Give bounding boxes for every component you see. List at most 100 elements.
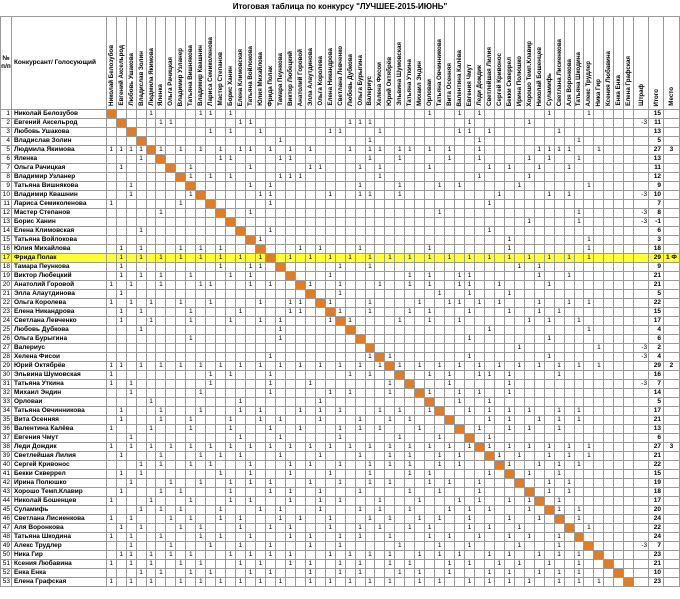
vote-cell	[603, 271, 615, 281]
vote-cell	[374, 469, 386, 479]
vote-cell	[205, 451, 217, 461]
column-header-voter: Елена Климовская	[235, 16, 247, 110]
self-cell	[264, 253, 276, 263]
vote-cell	[593, 523, 605, 533]
vote-cell: 1	[105, 145, 117, 155]
vote-cell	[434, 325, 446, 335]
vote-cell	[493, 442, 505, 452]
vote-cell: 1	[483, 397, 495, 407]
place-cell	[662, 523, 680, 533]
vote-cell	[493, 388, 505, 398]
vote-cell: 1	[155, 451, 167, 461]
vote-cell	[444, 118, 456, 128]
self-cell	[145, 145, 157, 155]
vote-cell	[115, 496, 127, 506]
self-cell	[414, 388, 426, 398]
vote-cell	[175, 478, 187, 488]
vote-cell	[195, 163, 207, 173]
place-cell	[662, 496, 680, 506]
contestant-name: Татьяна Уткина	[10, 379, 107, 389]
vote-cell	[583, 352, 595, 362]
vote-cell	[543, 388, 555, 398]
self-cell	[394, 370, 406, 380]
vote-cell	[623, 514, 635, 524]
vote-cell: 1	[264, 199, 276, 209]
vote-cell	[493, 163, 505, 173]
vote-cell	[294, 370, 306, 380]
vote-cell: 1	[374, 172, 386, 182]
vote-cell	[483, 145, 495, 155]
vote-cell	[274, 478, 286, 488]
vote-cell	[165, 154, 177, 164]
vote-cell: 1	[344, 253, 356, 263]
vote-cell	[135, 559, 147, 569]
vote-cell	[394, 415, 406, 425]
vote-cell	[613, 397, 625, 407]
vote-cell	[324, 172, 336, 182]
vote-cell	[125, 487, 137, 497]
vote-cell	[623, 361, 635, 371]
vote-cell: 1	[115, 307, 127, 317]
table-row: 12 Мастер Степанов 1 1 1 1 -3 8	[0, 208, 680, 218]
vote-cell	[404, 433, 416, 443]
vote-cell	[145, 388, 157, 398]
vote-cell	[533, 523, 545, 533]
vote-cell: 1	[304, 577, 316, 587]
vote-cell	[374, 316, 386, 326]
vote-cell: 1	[464, 514, 475, 524]
vote-cell	[105, 118, 117, 128]
vote-cell	[165, 487, 177, 497]
vote-cell	[215, 109, 227, 119]
vote-cell	[255, 424, 266, 434]
vote-cell	[493, 262, 505, 272]
vote-cell	[593, 487, 605, 497]
vote-cell	[404, 235, 416, 245]
column-header-voter: Тамара Пеункова	[274, 16, 286, 110]
vote-cell	[334, 298, 346, 308]
vote-cell: 1	[464, 559, 475, 569]
vote-cell	[145, 433, 157, 443]
vote-cell	[344, 181, 356, 191]
vote-cell	[414, 307, 426, 317]
row-number: 42	[0, 478, 12, 488]
vote-cell: 1	[205, 568, 217, 578]
vote-cell	[454, 433, 466, 443]
total-cell: 27	[648, 145, 664, 155]
column-header-voter: Фрида Полак	[264, 16, 276, 110]
vote-cell	[473, 118, 485, 128]
self-cell	[294, 280, 306, 290]
vote-cell	[533, 478, 545, 488]
column-header-voter: Ирина Полюшко	[513, 16, 525, 110]
vote-cell	[264, 235, 276, 245]
vote-cell	[374, 208, 386, 218]
vote-cell: 1	[215, 469, 227, 479]
total-cell: 22	[648, 298, 664, 308]
vote-cell: 1	[573, 514, 585, 524]
vote-cell	[533, 370, 545, 380]
vote-cell	[533, 379, 545, 389]
vote-cell	[175, 118, 187, 128]
vote-cell: 1	[444, 532, 456, 542]
place-cell	[662, 505, 680, 515]
vote-cell	[384, 496, 396, 506]
vote-cell	[573, 199, 585, 209]
penalty-cell	[633, 109, 650, 119]
vote-cell	[185, 298, 197, 308]
vote-cell: 1	[344, 388, 356, 398]
vote-cell: 1	[573, 154, 585, 164]
vote-cell	[155, 334, 167, 344]
vote-cell	[603, 127, 615, 137]
vote-cell	[404, 127, 416, 137]
vote-cell	[264, 163, 276, 173]
vote-cell	[165, 379, 177, 389]
vote-cell: 1	[483, 163, 495, 173]
vote-cell	[235, 109, 247, 119]
vote-cell	[115, 190, 127, 200]
vote-cell: 1	[563, 163, 575, 173]
vote-cell	[314, 217, 326, 227]
row-number: 15	[0, 235, 12, 245]
vote-cell	[593, 298, 605, 308]
vote-cell	[444, 514, 456, 524]
vote-cell	[603, 172, 615, 182]
vote-cell: 1	[424, 406, 436, 416]
